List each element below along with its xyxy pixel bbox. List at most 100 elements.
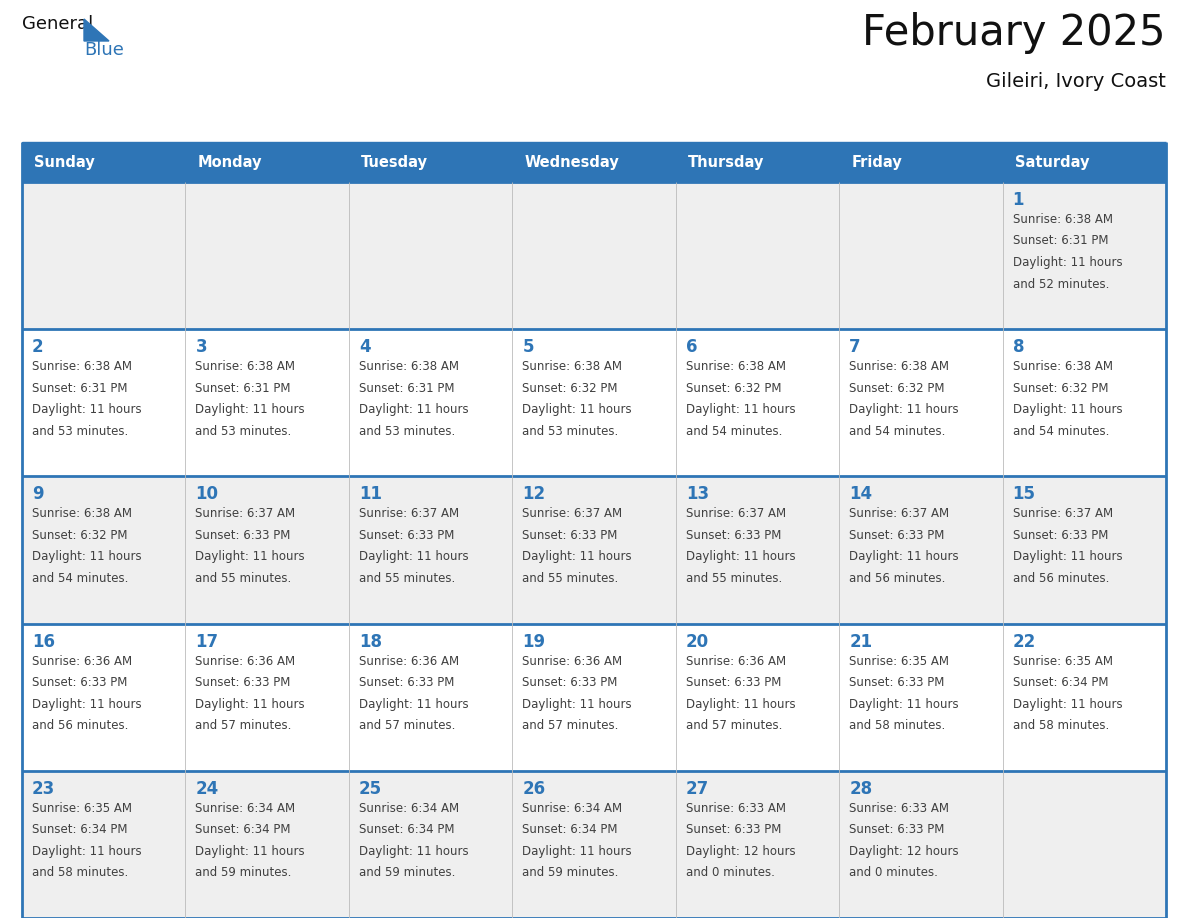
Text: Sunrise: 6:36 AM: Sunrise: 6:36 AM [32,655,132,667]
Text: Sunrise: 6:35 AM: Sunrise: 6:35 AM [32,801,132,815]
Text: Daylight: 11 hours: Daylight: 11 hours [359,403,468,416]
Text: Daylight: 11 hours: Daylight: 11 hours [685,698,795,711]
Text: Daylight: 11 hours: Daylight: 11 hours [196,403,305,416]
Bar [185,623,349,771]
Text: 15: 15 [1012,486,1036,503]
Text: Sunrise: 6:36 AM: Sunrise: 6:36 AM [359,655,459,667]
Text: Daylight: 11 hours: Daylight: 11 hours [196,698,305,711]
Bar [349,476,512,623]
Text: Sunset: 6:33 PM: Sunset: 6:33 PM [196,676,291,689]
Text: Monday: Monday [197,154,261,170]
Text: Sunrise: 6:38 AM: Sunrise: 6:38 AM [196,360,296,374]
Bar [512,623,676,771]
Text: Daylight: 11 hours: Daylight: 11 hours [32,845,141,857]
Text: Daylight: 12 hours: Daylight: 12 hours [849,845,959,857]
Text: Sunset: 6:34 PM: Sunset: 6:34 PM [196,823,291,836]
Text: 5: 5 [523,338,533,356]
Text: Saturday: Saturday [1015,154,1089,170]
Text: Sunrise: 6:33 AM: Sunrise: 6:33 AM [849,801,949,815]
Text: Sunset: 6:33 PM: Sunset: 6:33 PM [685,529,781,542]
Text: Daylight: 11 hours: Daylight: 11 hours [32,698,141,711]
Text: Sunset: 6:34 PM: Sunset: 6:34 PM [1012,676,1108,689]
Bar [349,771,512,918]
Text: Daylight: 11 hours: Daylight: 11 hours [523,698,632,711]
Text: Daylight: 11 hours: Daylight: 11 hours [359,845,468,857]
Text: Sunset: 6:32 PM: Sunset: 6:32 PM [685,382,782,395]
Text: 7: 7 [849,338,861,356]
Text: February 2025: February 2025 [862,12,1165,54]
Text: Blue: Blue [84,41,124,59]
Text: Sunrise: 6:38 AM: Sunrise: 6:38 AM [359,360,459,374]
Text: and 58 minutes.: and 58 minutes. [849,719,946,732]
Bar [349,330,512,476]
Text: 6: 6 [685,338,697,356]
Text: 16: 16 [32,633,55,651]
Text: Daylight: 11 hours: Daylight: 11 hours [1012,551,1123,564]
Bar [23,476,185,623]
Text: 20: 20 [685,633,709,651]
Text: Daylight: 11 hours: Daylight: 11 hours [685,551,795,564]
Text: Sunset: 6:31 PM: Sunset: 6:31 PM [359,382,454,395]
Bar [676,330,839,476]
Text: and 55 minutes.: and 55 minutes. [196,572,292,585]
Bar [1003,182,1165,330]
Text: Sunrise: 6:35 AM: Sunrise: 6:35 AM [849,655,949,667]
Text: Sunrise: 6:37 AM: Sunrise: 6:37 AM [685,508,785,521]
Text: Gileiri, Ivory Coast: Gileiri, Ivory Coast [986,72,1165,91]
Text: Daylight: 11 hours: Daylight: 11 hours [523,845,632,857]
Text: Daylight: 11 hours: Daylight: 11 hours [1012,403,1123,416]
Text: 25: 25 [359,779,383,798]
Bar [512,182,676,330]
Text: 4: 4 [359,338,371,356]
Bar [23,330,185,476]
Text: Daylight: 11 hours: Daylight: 11 hours [685,403,795,416]
Text: Daylight: 11 hours: Daylight: 11 hours [196,845,305,857]
Text: Sunset: 6:33 PM: Sunset: 6:33 PM [523,676,618,689]
Text: 26: 26 [523,779,545,798]
Text: 11: 11 [359,486,381,503]
Bar [512,771,676,918]
Text: Daylight: 12 hours: Daylight: 12 hours [685,845,795,857]
Text: Sunset: 6:31 PM: Sunset: 6:31 PM [1012,234,1108,248]
Text: Sunrise: 6:38 AM: Sunrise: 6:38 AM [32,360,132,374]
Text: 27: 27 [685,779,709,798]
Bar [23,623,185,771]
Text: and 0 minutes.: and 0 minutes. [685,867,775,879]
Bar [676,771,839,918]
Bar [23,182,185,330]
Text: Sunset: 6:33 PM: Sunset: 6:33 PM [1012,529,1108,542]
Text: and 55 minutes.: and 55 minutes. [523,572,619,585]
Text: Sunset: 6:33 PM: Sunset: 6:33 PM [359,529,454,542]
Text: and 53 minutes.: and 53 minutes. [359,425,455,438]
Text: Daylight: 11 hours: Daylight: 11 hours [359,698,468,711]
Bar [839,182,1003,330]
Bar [349,623,512,771]
Text: and 59 minutes.: and 59 minutes. [359,867,455,879]
Text: Daylight: 11 hours: Daylight: 11 hours [1012,256,1123,269]
Text: and 59 minutes.: and 59 minutes. [523,867,619,879]
Bar [185,476,349,623]
Text: Daylight: 11 hours: Daylight: 11 hours [523,403,632,416]
Text: Sunset: 6:33 PM: Sunset: 6:33 PM [196,529,291,542]
Text: Sunset: 6:33 PM: Sunset: 6:33 PM [685,823,781,836]
Text: Daylight: 11 hours: Daylight: 11 hours [523,551,632,564]
Text: 18: 18 [359,633,381,651]
Text: and 55 minutes.: and 55 minutes. [685,572,782,585]
Text: Sunset: 6:33 PM: Sunset: 6:33 PM [849,529,944,542]
Bar [1003,623,1165,771]
Text: Sunrise: 6:36 AM: Sunrise: 6:36 AM [523,655,623,667]
Text: Sunrise: 6:38 AM: Sunrise: 6:38 AM [685,360,785,374]
Text: 13: 13 [685,486,709,503]
Text: Daylight: 11 hours: Daylight: 11 hours [849,403,959,416]
Text: Sunset: 6:33 PM: Sunset: 6:33 PM [849,676,944,689]
Text: 17: 17 [196,633,219,651]
Text: 12: 12 [523,486,545,503]
Bar [676,182,839,330]
Text: 8: 8 [1012,338,1024,356]
Text: 10: 10 [196,486,219,503]
Text: and 58 minutes.: and 58 minutes. [1012,719,1108,732]
Text: Sunset: 6:34 PM: Sunset: 6:34 PM [32,823,127,836]
Text: 22: 22 [1012,633,1036,651]
Text: and 56 minutes.: and 56 minutes. [849,572,946,585]
Text: Sunrise: 6:37 AM: Sunrise: 6:37 AM [849,508,949,521]
